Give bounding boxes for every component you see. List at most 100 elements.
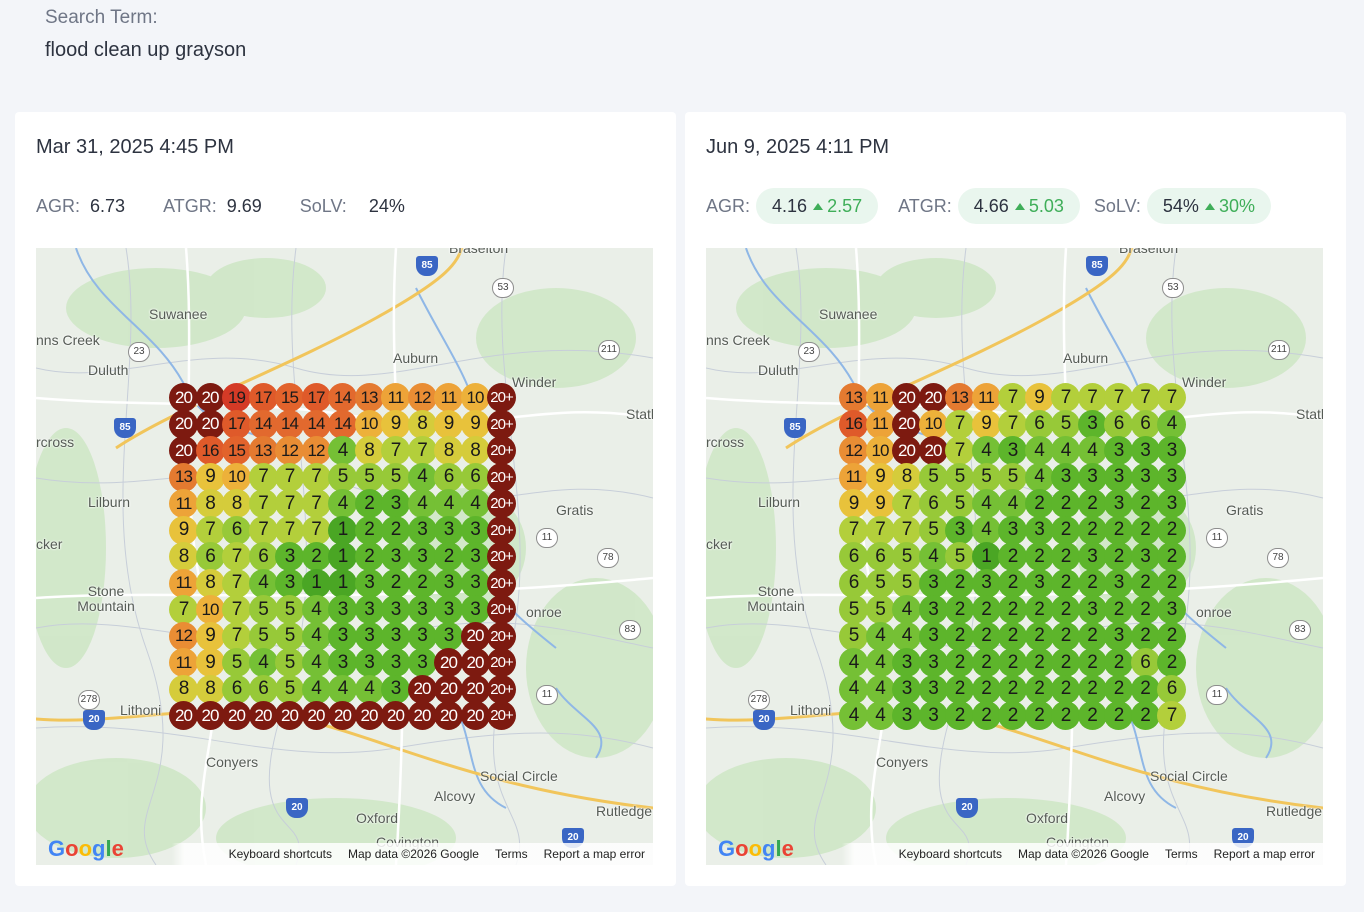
keyboard-shortcuts-link[interactable]: Keyboard shortcuts [228, 847, 333, 861]
rank-cell[interactable]: 7 [945, 409, 974, 439]
rank-cell[interactable]: 3 [434, 621, 463, 651]
rank-cell[interactable]: 17 [248, 383, 278, 412]
rank-cell[interactable]: 3 [892, 648, 921, 677]
rank-cell[interactable]: 20 [381, 701, 410, 730]
rank-cell[interactable]: 20+ [487, 674, 516, 704]
rank-cell[interactable]: 5 [865, 595, 895, 624]
rank-cell[interactable]: 3 [381, 595, 410, 624]
rank-cell[interactable]: 6 [248, 674, 278, 704]
rank-cell[interactable]: 2 [971, 621, 1001, 651]
rank-cell[interactable]: 5 [892, 568, 921, 598]
rank-cell[interactable]: 5 [839, 621, 868, 651]
rank-cell[interactable]: 4 [865, 674, 895, 704]
rank-cell[interactable]: 13 [248, 436, 278, 465]
report-map-error-link[interactable]: Report a map error [543, 847, 645, 861]
rank-cell[interactable]: 2 [381, 568, 410, 598]
rank-cell[interactable]: 6 [1157, 674, 1186, 704]
rank-cell[interactable]: 4 [839, 648, 868, 677]
rank-cell[interactable]: 8 [407, 409, 437, 439]
rank-cell[interactable]: 3 [1130, 462, 1160, 492]
rank-cell[interactable]: 20 [301, 701, 331, 730]
rank-cell[interactable]: 10 [918, 409, 948, 439]
rank-cell[interactable]: 3 [381, 648, 410, 677]
rank-cell[interactable]: 3 [1157, 462, 1186, 492]
rank-cell[interactable]: 2 [1104, 595, 1133, 624]
rank-cell[interactable]: 20+ [487, 542, 516, 571]
rank-cell[interactable]: 20 [892, 436, 921, 465]
rank-cell[interactable]: 10 [354, 409, 384, 439]
rank-cell[interactable]: 3 [460, 568, 490, 598]
rank-cell[interactable]: 3 [1130, 542, 1160, 571]
rank-cell[interactable]: 20 [328, 701, 357, 730]
rank-cell[interactable]: 4 [865, 648, 895, 677]
rank-cell[interactable]: 3 [1024, 568, 1054, 598]
rank-cell[interactable]: 15 [275, 383, 304, 412]
rank-cell[interactable]: 4 [971, 489, 1001, 518]
rank-cell[interactable]: 2 [1157, 648, 1186, 677]
rank-cell[interactable]: 6 [1024, 409, 1054, 439]
rank-cell[interactable]: 3 [407, 595, 437, 624]
rank-cell[interactable]: 2 [1024, 542, 1054, 571]
rank-cell[interactable]: 1 [328, 568, 357, 598]
rank-cell[interactable]: 3 [998, 515, 1027, 545]
rank-cell[interactable]: 8 [195, 674, 225, 704]
rank-cell[interactable]: 20+ [487, 621, 516, 651]
rank-cell[interactable]: 7 [1104, 383, 1133, 412]
rank-cell[interactable]: 2 [1051, 674, 1080, 704]
rank-cell[interactable]: 7 [195, 515, 225, 545]
rank-cell[interactable]: 20 [918, 436, 948, 465]
rank-cell[interactable]: 9 [1024, 383, 1054, 412]
rank-cell[interactable]: 4 [1157, 409, 1186, 439]
rank-cell[interactable]: 2 [1024, 621, 1054, 651]
rank-cell[interactable]: 17 [301, 383, 331, 412]
rank-cell[interactable]: 14 [275, 409, 304, 439]
rank-cell[interactable]: 7 [839, 515, 868, 545]
rank-cell[interactable]: 3 [918, 701, 948, 730]
rank-cell[interactable]: 4 [865, 621, 895, 651]
rank-cell[interactable]: 7 [301, 462, 331, 492]
rank-cell[interactable]: 2 [1051, 568, 1080, 598]
rank-cell[interactable]: 4 [1024, 462, 1054, 492]
rank-cell[interactable]: 4 [328, 674, 357, 704]
rank-cell[interactable]: 8 [222, 489, 251, 518]
rank-cell[interactable]: 6 [839, 542, 868, 571]
rank-cell[interactable]: 20+ [487, 648, 516, 677]
rank-cell[interactable]: 4 [301, 595, 331, 624]
rank-cell[interactable]: 14 [301, 409, 331, 439]
rank-cell[interactable]: 12 [407, 383, 437, 412]
rank-cell[interactable]: 2 [354, 515, 384, 545]
rank-cell[interactable]: 2 [1024, 674, 1054, 704]
rank-cell[interactable]: 3 [1104, 489, 1133, 518]
rank-cell[interactable]: 2 [945, 648, 974, 677]
rank-cell[interactable]: 2 [354, 489, 384, 518]
rank-cell[interactable]: 3 [1157, 595, 1186, 624]
rank-cell[interactable]: 3 [1024, 515, 1054, 545]
rank-cell[interactable]: 20 [434, 674, 463, 704]
rank-cell[interactable]: 11 [865, 383, 895, 412]
rank-cell[interactable]: 8 [354, 436, 384, 465]
rank-cell[interactable]: 4 [865, 701, 895, 730]
rank-cell[interactable]: 2 [1051, 621, 1080, 651]
rank-cell[interactable]: 2 [998, 595, 1027, 624]
rank-cell[interactable]: 2 [1130, 621, 1160, 651]
rank-cell[interactable]: 2 [1024, 595, 1054, 624]
rank-cell[interactable]: 4 [839, 674, 868, 704]
rank-cell[interactable]: 3 [381, 542, 410, 571]
rank-cell[interactable]: 2 [998, 648, 1027, 677]
rank-cell[interactable]: 7 [1157, 701, 1186, 730]
rank-cell[interactable]: 20 [918, 383, 948, 412]
rank-cell[interactable]: 12 [301, 436, 331, 465]
rank-cell[interactable]: 5 [945, 542, 974, 571]
rank-cell[interactable]: 7 [1051, 383, 1080, 412]
rank-cell[interactable]: 2 [971, 595, 1001, 624]
rank-cell[interactable]: 3 [1051, 462, 1080, 492]
rank-cell[interactable]: 2 [1157, 515, 1186, 545]
rank-cell[interactable]: 3 [918, 621, 948, 651]
rank-cell[interactable]: 2 [1077, 489, 1107, 518]
rank-cell[interactable]: 6 [1130, 648, 1160, 677]
rank-cell[interactable]: 3 [460, 542, 490, 571]
rank-cell[interactable]: 20+ [487, 409, 516, 439]
rank-cell[interactable]: 3 [434, 568, 463, 598]
rank-cell[interactable]: 20+ [487, 595, 516, 624]
rank-cell[interactable]: 1 [301, 568, 331, 598]
